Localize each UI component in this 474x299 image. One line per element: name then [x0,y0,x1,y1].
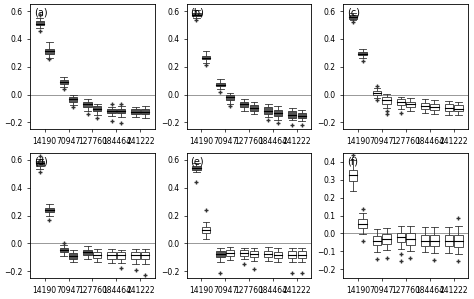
Bar [397,100,405,105]
Bar [202,56,210,59]
Bar [298,113,306,118]
Bar [420,235,429,246]
Bar [192,166,201,170]
Bar [288,251,296,258]
Bar [406,102,415,107]
Bar [349,170,357,181]
Bar [69,253,77,259]
Bar [202,228,210,233]
Bar [430,104,438,110]
Bar [383,97,391,104]
Bar [36,21,44,25]
Text: (c): (c) [347,8,360,18]
Bar [349,15,357,19]
Bar [373,91,381,94]
Bar [273,110,282,116]
Text: (e): (e) [191,157,204,167]
Bar [83,102,92,107]
Bar [45,49,54,54]
Bar [406,234,415,245]
Bar [420,103,429,109]
Bar [60,248,68,252]
Bar [226,95,234,100]
Bar [273,252,282,258]
Bar [397,233,405,242]
Bar [358,52,367,55]
Bar [250,251,258,257]
Bar [131,109,140,114]
Bar [445,235,453,246]
Text: (a): (a) [34,8,47,18]
Bar [83,250,92,255]
Bar [298,251,306,258]
Bar [240,102,248,107]
Bar [216,83,225,86]
Bar [117,109,126,113]
Bar [93,106,101,111]
Bar [240,250,248,256]
Bar [373,236,381,245]
Bar [454,105,463,111]
Bar [358,219,367,228]
Bar [445,104,453,111]
Bar [454,235,463,247]
Bar [430,235,438,246]
Bar [60,80,68,84]
Text: (d): (d) [34,157,48,167]
Bar [264,251,273,257]
Bar [141,252,149,259]
Bar [141,109,149,114]
Bar [216,251,225,257]
Bar [93,252,101,258]
Bar [288,111,296,118]
Bar [45,208,54,212]
Bar [36,161,44,166]
Bar [383,234,391,244]
Bar [226,250,234,256]
Bar [108,252,116,259]
Bar [69,97,77,102]
Bar [250,105,258,111]
Text: (b): (b) [191,8,204,18]
Bar [192,13,201,16]
Bar [264,107,273,114]
Text: (f): (f) [347,157,358,167]
Bar [117,252,126,259]
Bar [108,109,116,113]
Bar [131,252,140,259]
